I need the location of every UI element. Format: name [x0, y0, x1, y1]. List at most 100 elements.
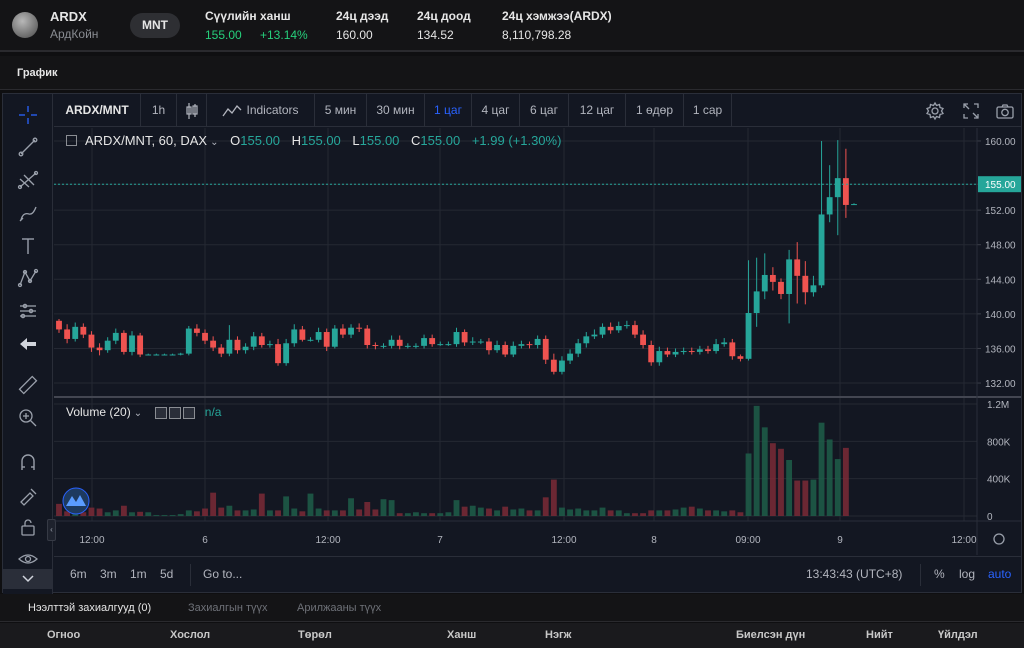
- time-axis-label: 7: [437, 535, 443, 546]
- lock-drawing-icon[interactable]: [15, 482, 41, 508]
- candle-body: [826, 197, 833, 215]
- eye-icon[interactable]: [15, 546, 41, 572]
- close-icon[interactable]: [183, 406, 196, 419]
- timeframe-1h[interactable]: 1 цаг: [425, 94, 472, 127]
- timeframe-1mo[interactable]: 1 сар: [684, 94, 732, 127]
- time-axis-label: 12:00: [315, 535, 340, 546]
- candle-body: [258, 336, 265, 345]
- collapse-legend-icon[interactable]: [66, 135, 77, 147]
- volume-bar: [299, 511, 306, 516]
- candle-body: [567, 353, 573, 361]
- timeframe-6h[interactable]: 6 цаг: [520, 94, 569, 127]
- magnet-icon[interactable]: [15, 450, 41, 476]
- brush-icon[interactable]: [15, 200, 41, 226]
- settings-gear-icon[interactable]: [923, 99, 947, 123]
- watermark-logo: [62, 487, 90, 515]
- volume-24h-value: 8,110,798.28: [502, 28, 572, 42]
- orders-table-header: Огноо Хослол Төрөл Ханш Нэгж Биелсэн дүн…: [0, 623, 1024, 648]
- candle-body: [778, 281, 784, 294]
- camera-icon[interactable]: [993, 99, 1017, 123]
- timeframe-12h[interactable]: 12 цаг: [569, 94, 626, 127]
- volume-bar: [340, 510, 346, 516]
- volume-bar: [169, 515, 176, 517]
- candle-body: [542, 338, 549, 360]
- time-axis-label: 09:00: [735, 535, 760, 546]
- fullscreen-icon[interactable]: [959, 99, 983, 123]
- ruler-icon[interactable]: [15, 372, 41, 398]
- candle-body: [421, 338, 427, 346]
- column-filled: Биелсэн дүн: [736, 629, 806, 641]
- collapse-toolbar-handle[interactable]: ‹: [47, 519, 56, 541]
- volume-bar: [680, 507, 687, 516]
- timeframe-1d[interactable]: 1 өдөр: [626, 94, 684, 127]
- back-arrow-icon[interactable]: [15, 331, 41, 357]
- price-chart-svg[interactable]: 160.00 155.00 152.00 148.00 144.00 140.00 136.…: [54, 128, 1021, 556]
- range-3m-button[interactable]: 3m: [100, 567, 117, 581]
- candle-body: [640, 334, 647, 345]
- candle-body: [177, 353, 184, 355]
- candle-body: [96, 347, 103, 351]
- chart-pane[interactable]: 160.00 155.00 152.00 148.00 144.00 140.00 136.…: [54, 128, 1021, 594]
- indicators-button[interactable]: Indicators: [207, 94, 315, 127]
- volume-bar: [348, 498, 354, 516]
- quote-currency-button[interactable]: MNT: [130, 13, 180, 38]
- candle-body: [461, 332, 468, 343]
- candle-body: [502, 344, 509, 355]
- candle-body: [688, 351, 695, 353]
- candle-body: [275, 344, 281, 364]
- volume-bar: [534, 510, 541, 516]
- legend-low-label: L: [352, 133, 360, 148]
- volume-bar: [80, 512, 87, 516]
- trend-line-icon[interactable]: [15, 134, 41, 160]
- candle-style-button[interactable]: [177, 94, 207, 127]
- volume-axis-label: 1.2M: [987, 400, 1009, 411]
- prediction-icon[interactable]: [15, 298, 41, 324]
- volume-axis-label: 800K: [987, 437, 1011, 448]
- timeframe-30m[interactable]: 30 мин: [367, 94, 425, 127]
- text-tool-icon[interactable]: [15, 233, 41, 259]
- timeframe-5m[interactable]: 5 мин: [315, 94, 367, 127]
- candle-body: [745, 313, 752, 359]
- lock-icon[interactable]: [15, 514, 41, 540]
- tab-trade-history[interactable]: Арилжааны түүх: [297, 602, 382, 614]
- price-change-value: +13.14%: [260, 28, 308, 42]
- column-pair: Хослол: [170, 629, 211, 641]
- candle-body: [851, 204, 857, 206]
- candle-body: [193, 328, 200, 333]
- symbol-search-button[interactable]: ARDX/MNT: [54, 94, 141, 127]
- candle-body: [737, 356, 744, 359]
- tab-open-orders[interactable]: Нээлттэй захиалгууд (0): [28, 602, 152, 614]
- range-5d-button[interactable]: 5d: [160, 567, 174, 581]
- graph-tab[interactable]: График: [17, 67, 58, 79]
- candle-body: [307, 339, 314, 341]
- range-1m-button[interactable]: 1m: [130, 567, 147, 581]
- auto-toggle[interactable]: auto: [988, 567, 1012, 581]
- pattern-icon[interactable]: [15, 265, 41, 291]
- volume-bar: [688, 506, 695, 516]
- clock-display[interactable]: 13:43:43 (UTC+8): [806, 567, 903, 581]
- log-toggle[interactable]: log: [959, 567, 976, 581]
- volume-bar: [380, 499, 387, 516]
- percent-toggle[interactable]: %: [934, 567, 945, 581]
- volume-bar: [567, 509, 573, 516]
- candle-body: [632, 325, 638, 335]
- zoom-icon[interactable]: [15, 405, 41, 431]
- volume-bar: [769, 443, 776, 516]
- settings-icon[interactable]: [169, 406, 182, 419]
- interval-button[interactable]: 1h: [141, 94, 177, 127]
- eye-toggle-icon[interactable]: [155, 406, 168, 419]
- volume-bar: [518, 508, 525, 516]
- fib-retracement-icon[interactable]: [15, 167, 41, 193]
- goto-button[interactable]: Go to...: [203, 567, 243, 581]
- volume-bar: [656, 510, 663, 516]
- toolbar-expand-button[interactable]: [3, 569, 53, 589]
- volume-bar: [526, 510, 533, 516]
- tab-order-history[interactable]: Захиалгын түүх: [188, 602, 268, 614]
- crosshair-icon[interactable]: [15, 102, 41, 128]
- timeframe-4h[interactable]: 4 цаг: [472, 94, 520, 127]
- range-6m-button[interactable]: 6m: [70, 567, 87, 581]
- drawing-toolbar: [3, 94, 53, 594]
- volume-bar: [323, 510, 330, 516]
- candlestick-icon: [185, 103, 198, 119]
- candle-body: [453, 332, 460, 345]
